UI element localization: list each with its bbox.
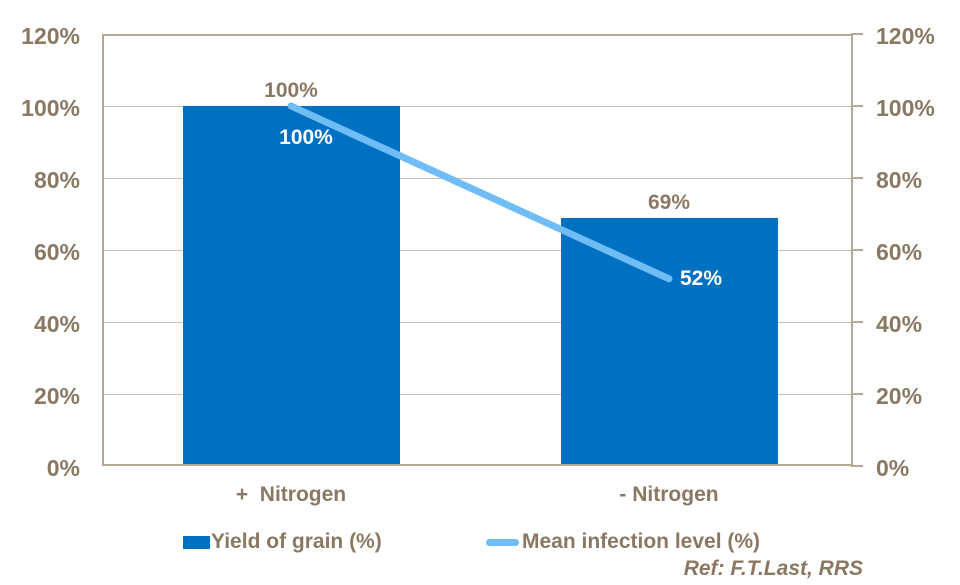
yield-bar-label-2: 69% — [647, 190, 691, 214]
y-axis-right-tick-mark — [851, 393, 863, 395]
legend-bar-swatch-icon — [183, 536, 210, 549]
gridline-20% — [103, 393, 852, 395]
yield-bar-1 — [182, 106, 400, 464]
x-category-minus-nitrogen: - Nitrogen — [619, 483, 719, 506]
yield-bar-label-1: 100% — [264, 79, 318, 102]
y-axis-right-label-100%: 100% — [876, 95, 935, 121]
y-axis-right-label-60%: 60% — [876, 239, 923, 265]
y-axis-right-tick-mark — [851, 321, 863, 323]
y-axis-left-label-100%: 100% — [21, 95, 80, 121]
reference-text: Ref: F.T.Last, RRS — [683, 557, 863, 580]
y-axis-left-label-20%: 20% — [33, 383, 80, 409]
y-axis-right-label-80%: 80% — [876, 167, 923, 193]
yield-bar-2 — [560, 217, 778, 464]
y-axis-left-label-80%: 80% — [33, 167, 80, 193]
y-axis-right-label-120%: 120% — [876, 23, 935, 49]
infection-line-label-1: 100% — [279, 126, 333, 149]
legend-label-yield: Yield of grain (%) — [211, 530, 382, 553]
y-axis-right-tick-mark — [851, 465, 863, 467]
infection-line-label-2: 52% — [679, 266, 723, 290]
gridline-40% — [103, 321, 852, 323]
y-axis-right-tick-mark — [851, 249, 863, 251]
y-axis-right-label-40%: 40% — [876, 311, 923, 337]
legend-line-swatch-icon — [486, 539, 519, 546]
y-axis-left-label-120%: 120% — [21, 23, 80, 49]
y-axis-right-tick-mark — [851, 105, 863, 107]
y-axis-right-label-20%: 20% — [876, 383, 923, 409]
x-category-plus-nitrogen: + Nitrogen — [235, 483, 347, 506]
y-axis-left-label-0%: 0% — [46, 455, 80, 481]
y-axis-right-tick-mark — [851, 177, 863, 179]
y-axis-left-label-60%: 60% — [33, 239, 80, 265]
legend-label-infection: Mean infection level (%) — [522, 530, 761, 553]
y-axis-right-tick-mark — [851, 33, 863, 35]
y-axis-left-label-40%: 40% — [33, 311, 80, 337]
y-axis-right-label-0%: 0% — [876, 455, 910, 481]
legend: Yield of grain (%) Mean infection level … — [0, 526, 960, 560]
